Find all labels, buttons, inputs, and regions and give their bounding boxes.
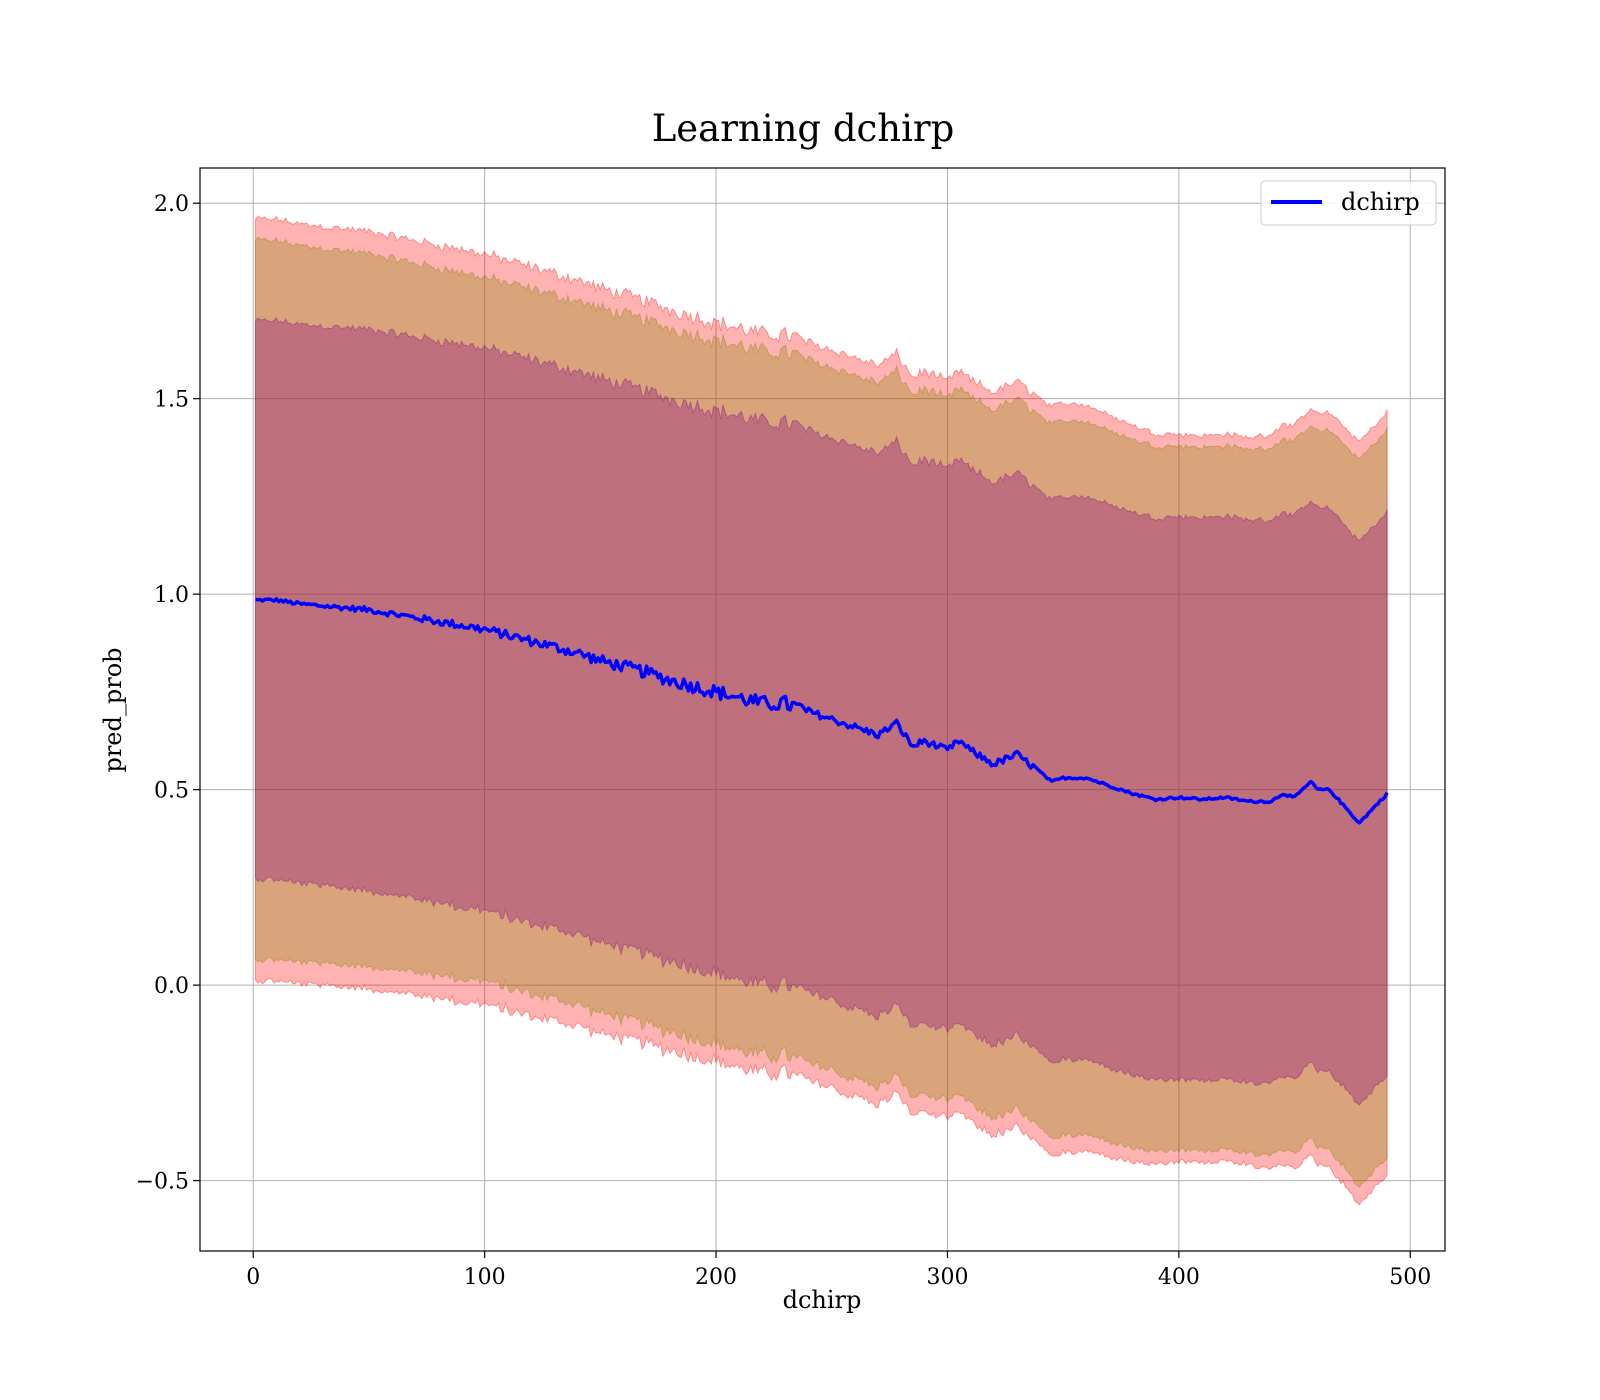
axis-ticks: 0 100 200 300 400 500 −0.5 0.0 0.5 1.0 1.5 2.0 xyxy=(136,192,1432,1290)
band-inner xyxy=(255,316,1388,1106)
band-middle xyxy=(255,236,1388,1188)
legend-entry-label: dchirp xyxy=(1341,188,1420,216)
chart-title: Learning dchirp xyxy=(652,107,955,150)
legend: dchirp xyxy=(1260,180,1437,226)
y-tick-label: −0.5 xyxy=(136,1170,189,1195)
y-tick-label: 0.0 xyxy=(154,974,189,999)
y-axis-label: pred_prob xyxy=(99,647,127,772)
plot-frame xyxy=(199,167,1446,1252)
x-tick-label: 0 xyxy=(246,1265,260,1290)
y-tick-label: 0.5 xyxy=(154,779,189,804)
y-tick-label: 1.0 xyxy=(154,583,189,608)
x-tick-label: 500 xyxy=(1389,1265,1431,1290)
band-outer xyxy=(255,215,1388,1206)
legend-box xyxy=(1260,180,1437,226)
x-tick-label: 200 xyxy=(695,1265,737,1290)
y-tick-label: 1.5 xyxy=(154,388,189,413)
x-axis-label: dchirp xyxy=(783,1286,862,1314)
x-tick-label: 400 xyxy=(1158,1265,1200,1290)
x-tick-label: 300 xyxy=(926,1265,968,1290)
y-tick-label: 2.0 xyxy=(154,192,189,217)
series-lines xyxy=(255,597,1389,825)
confidence-bands xyxy=(255,215,1388,1206)
grid xyxy=(200,168,1445,1251)
x-tick-label: 100 xyxy=(464,1265,506,1290)
series-line-dchirp xyxy=(255,597,1389,825)
